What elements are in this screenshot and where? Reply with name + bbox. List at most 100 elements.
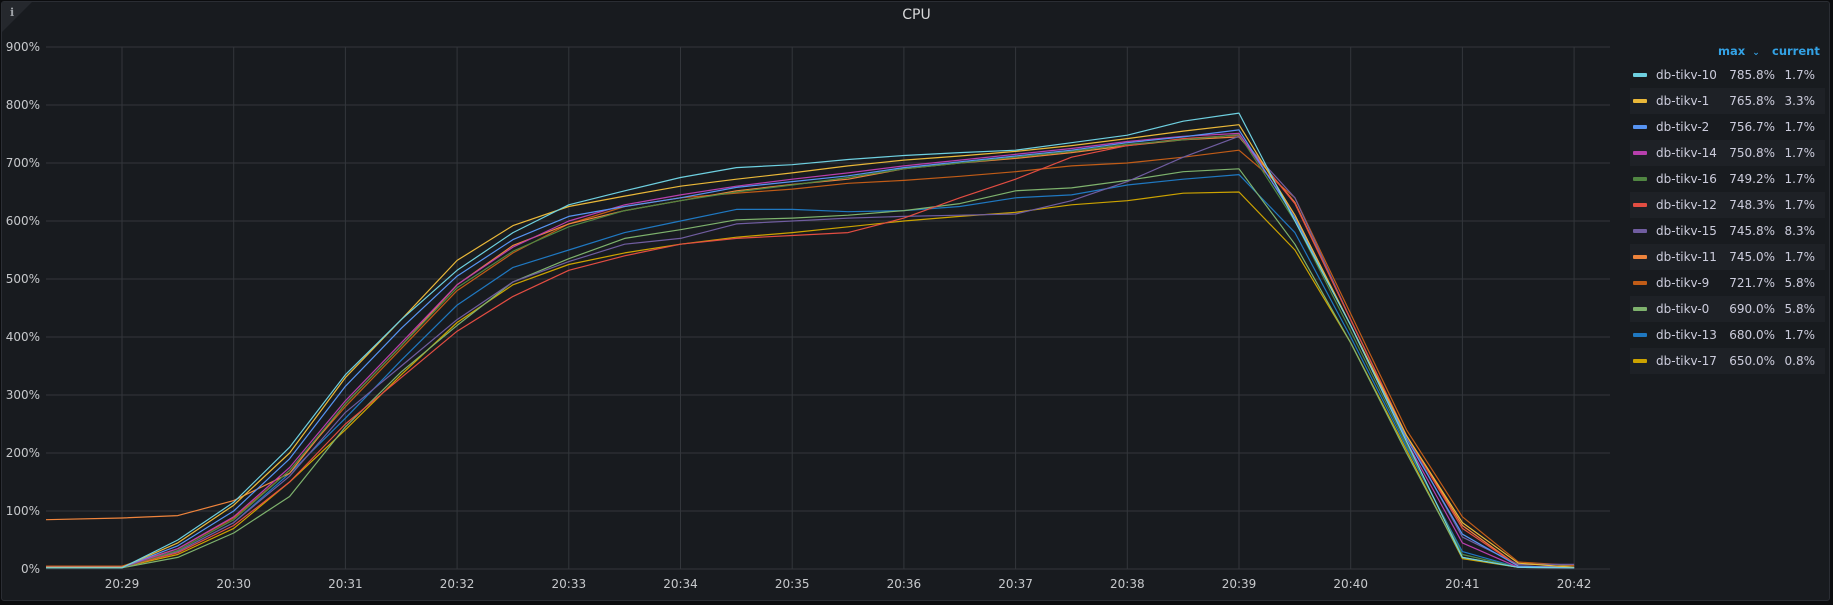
series-current: 1.7% bbox=[1784, 120, 1816, 134]
series-current: 1.7% bbox=[1784, 146, 1816, 160]
series-line-db-tikv-2[interactable] bbox=[46, 129, 1575, 569]
legend-row[interactable]: db-tikv-2 756.7% 1.7% bbox=[1630, 114, 1825, 140]
legend-header-current[interactable]: current bbox=[1772, 44, 1820, 58]
x-tick-label: 20:39 bbox=[1222, 577, 1257, 591]
series-name[interactable]: db-tikv-11 bbox=[1656, 250, 1717, 264]
x-tick-label: 20:42 bbox=[1557, 577, 1592, 591]
series-name[interactable]: db-tikv-17 bbox=[1656, 354, 1717, 368]
y-tick-label: 200% bbox=[6, 446, 40, 460]
series-line-db-tikv-17[interactable] bbox=[46, 191, 1575, 569]
x-tick-label: 20:37 bbox=[998, 577, 1033, 591]
series-current: 1.7% bbox=[1784, 250, 1816, 264]
series-line-db-tikv-13[interactable] bbox=[46, 174, 1575, 569]
series-current: 3.3% bbox=[1784, 94, 1816, 108]
series-line-db-tikv-14[interactable] bbox=[46, 132, 1575, 569]
y-tick-label: 600% bbox=[6, 214, 40, 228]
series-current: 1.7% bbox=[1784, 172, 1816, 186]
series-line-db-tikv-16[interactable] bbox=[46, 134, 1575, 569]
y-tick-label: 900% bbox=[6, 40, 40, 54]
series-max: 650.0% bbox=[1729, 354, 1775, 368]
series-name[interactable]: db-tikv-10 bbox=[1656, 68, 1717, 82]
legend-row[interactable]: db-tikv-10 785.8% 1.7% bbox=[1630, 62, 1825, 88]
series-current: 1.7% bbox=[1784, 68, 1816, 82]
legend-row[interactable]: db-tikv-14 750.8% 1.7% bbox=[1630, 140, 1825, 166]
series-color-swatch[interactable] bbox=[1633, 203, 1647, 207]
legend-row[interactable]: db-tikv-13 680.0% 1.7% bbox=[1630, 322, 1825, 348]
series-current: 8.3% bbox=[1784, 224, 1816, 238]
series-color-swatch[interactable] bbox=[1633, 99, 1647, 103]
y-tick-label: 500% bbox=[6, 272, 40, 286]
series-color-swatch[interactable] bbox=[1633, 359, 1647, 363]
y-tick-label: 700% bbox=[6, 156, 40, 170]
series-line-db-tikv-11[interactable] bbox=[45, 136, 1575, 569]
series-color-swatch[interactable] bbox=[1633, 307, 1647, 311]
series-name[interactable]: db-tikv-16 bbox=[1656, 172, 1717, 186]
legend-row[interactable]: db-tikv-0 690.0% 5.8% bbox=[1630, 296, 1825, 322]
series-max: 748.3% bbox=[1729, 198, 1775, 212]
series-name[interactable]: db-tikv-13 bbox=[1656, 328, 1717, 342]
series-current: 1.7% bbox=[1784, 198, 1816, 212]
y-tick-label: 300% bbox=[6, 388, 40, 402]
series-max: 745.0% bbox=[1729, 250, 1775, 264]
x-tick-label: 20:30 bbox=[216, 577, 251, 591]
x-tick-label: 20:41 bbox=[1445, 577, 1480, 591]
series-max: 785.8% bbox=[1729, 68, 1775, 82]
series-current: 5.8% bbox=[1784, 276, 1816, 290]
series-line-db-tikv-10[interactable] bbox=[46, 112, 1575, 569]
series-max: 749.2% bbox=[1729, 172, 1775, 186]
series-name[interactable]: db-tikv-14 bbox=[1656, 146, 1717, 160]
series-color-swatch[interactable] bbox=[1633, 255, 1647, 259]
series-current: 0.8% bbox=[1784, 354, 1816, 368]
chevron-down-icon: ⌄ bbox=[1752, 48, 1760, 58]
series-line-db-tikv-15[interactable] bbox=[46, 135, 1575, 568]
legend-row[interactable]: db-tikv-1 765.8% 3.3% bbox=[1630, 88, 1825, 114]
series-color-swatch[interactable] bbox=[1633, 151, 1647, 155]
series-color-swatch[interactable] bbox=[1633, 281, 1647, 285]
series-max: 721.7% bbox=[1729, 276, 1775, 290]
x-tick-label: 20:34 bbox=[663, 577, 698, 591]
series-line-db-tikv-12[interactable] bbox=[46, 134, 1575, 568]
y-tick-label: 100% bbox=[6, 504, 40, 518]
legend-row[interactable]: db-tikv-11 745.0% 1.7% bbox=[1630, 244, 1825, 270]
series-name[interactable]: db-tikv-9 bbox=[1656, 276, 1710, 290]
series-max: 756.7% bbox=[1729, 120, 1775, 134]
series-current: 1.7% bbox=[1784, 328, 1816, 342]
series-name[interactable]: db-tikv-0 bbox=[1656, 302, 1710, 316]
series-line-db-tikv-1[interactable] bbox=[46, 124, 1575, 568]
series-color-swatch[interactable] bbox=[1633, 229, 1647, 233]
legend-header: max ⌄ current bbox=[1630, 44, 1825, 62]
series-name[interactable]: db-tikv-12 bbox=[1656, 198, 1717, 212]
legend-row[interactable]: db-tikv-17 650.0% 0.8% bbox=[1630, 348, 1825, 374]
panel-title[interactable]: CPU bbox=[902, 7, 931, 23]
y-tick-label: 800% bbox=[6, 98, 40, 112]
series-line-db-tikv-9[interactable] bbox=[46, 149, 1575, 567]
info-icon[interactable]: i bbox=[10, 6, 15, 19]
legend-row[interactable]: db-tikv-12 748.3% 1.7% bbox=[1630, 192, 1825, 218]
series-name[interactable]: db-tikv-2 bbox=[1656, 120, 1710, 134]
legend-table: max ⌄ current db-tikv-10 785.8% 1.7% db-tik… bbox=[1630, 44, 1825, 374]
series-color-swatch[interactable] bbox=[1633, 73, 1647, 77]
series-color-swatch[interactable] bbox=[1633, 177, 1647, 181]
panel-info-corner[interactable] bbox=[2, 2, 32, 32]
x-tick-label: 20:36 bbox=[887, 577, 922, 591]
legend-rows: db-tikv-10 785.8% 1.7% db-tikv-1 765.8% 3.3% d… bbox=[1630, 62, 1825, 374]
series-current: 5.8% bbox=[1784, 302, 1816, 316]
legend-row[interactable]: db-tikv-16 749.2% 1.7% bbox=[1630, 166, 1825, 192]
series-name[interactable]: db-tikv-15 bbox=[1656, 224, 1717, 238]
series-max: 750.8% bbox=[1729, 146, 1775, 160]
y-tick-label: 400% bbox=[6, 330, 40, 344]
series-max: 745.8% bbox=[1729, 224, 1775, 238]
x-tick-label: 20:29 bbox=[105, 577, 140, 591]
legend-row[interactable]: db-tikv-15 745.8% 8.3% bbox=[1630, 218, 1825, 244]
series-max: 680.0% bbox=[1729, 328, 1775, 342]
series-color-swatch[interactable] bbox=[1633, 125, 1647, 129]
series-line-db-tikv-0[interactable] bbox=[46, 168, 1575, 569]
series-color-swatch[interactable] bbox=[1633, 333, 1647, 337]
y-tick-label: 0% bbox=[21, 562, 40, 576]
x-tick-label: 20:31 bbox=[328, 577, 363, 591]
x-tick-label: 20:35 bbox=[775, 577, 810, 591]
legend-header-max[interactable]: max ⌄ bbox=[1718, 44, 1760, 58]
legend-row[interactable]: db-tikv-9 721.7% 5.8% bbox=[1630, 270, 1825, 296]
series-name[interactable]: db-tikv-1 bbox=[1656, 94, 1710, 108]
